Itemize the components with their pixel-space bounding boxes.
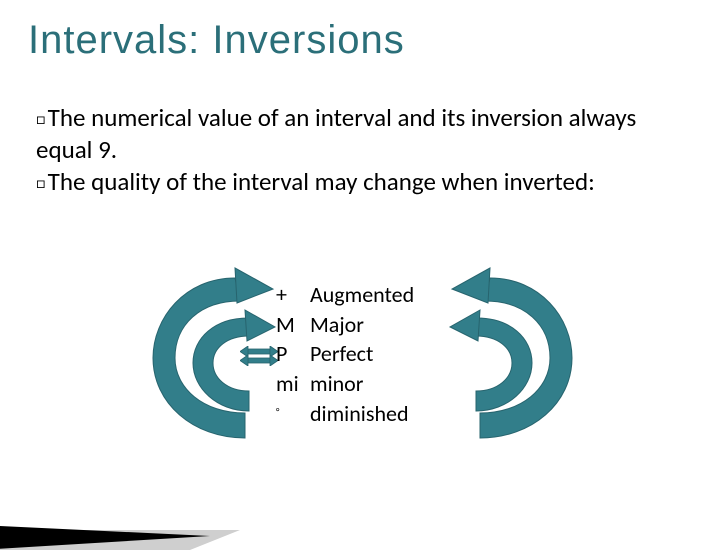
bullet-text: The numerical value of an interval and i… [36,102,636,165]
quality-list: +Augmented MMajor PPerfect miminor °dimi… [276,280,414,428]
bullet-list: □The numerical value of an interval and … [36,102,684,198]
corner-decor-icon [0,470,280,550]
page-title: Intervals: Inversions [28,18,405,63]
quality-name: Augmented [310,281,414,308]
quality-row: miminor [276,369,414,399]
bullet-marker: □ [36,110,46,130]
arrowhead [245,310,275,341]
inversion-diagram: +Augmented MMajor PPerfect miminor °dimi… [180,268,540,458]
quality-name: diminished [310,400,409,427]
quality-row: MMajor [276,310,414,340]
bullet-item: □The quality of the interval may change … [36,166,684,198]
quality-name: Perfect [310,340,373,367]
quality-row: PPerfect [276,339,414,369]
bullet-text: The quality of the interval may change w… [48,166,595,197]
quality-symbol: mi [276,369,310,399]
right-swirl-arrow-icon [405,263,580,448]
arrowhead [235,268,273,303]
center-double-arrow-icon [240,346,278,366]
quality-symbol: P [276,339,310,369]
quality-symbol: M [276,310,310,340]
bullet-marker: □ [36,174,46,194]
quality-row: °diminished [276,399,414,429]
quality-name: minor [310,370,363,397]
quality-name: Major [310,311,364,338]
quality-row: +Augmented [276,280,414,310]
quality-symbol: + [276,280,310,310]
bullet-item: □The numerical value of an interval and … [36,102,684,166]
quality-symbol: ° [276,407,310,417]
